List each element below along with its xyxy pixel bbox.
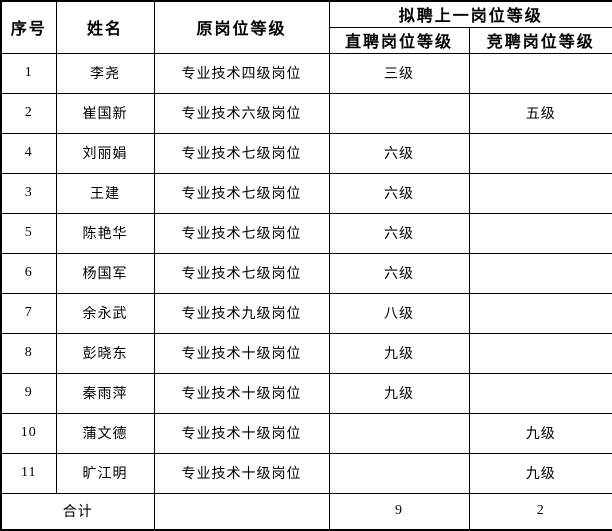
cell-direct-grade: 六级 xyxy=(328,172,470,214)
cell-compete-grade xyxy=(468,252,612,294)
header-row-top: 序号 姓名 原岗位等级 拟聘上一岗位等级 xyxy=(0,0,612,54)
cell-name: 崔国新 xyxy=(55,92,155,134)
cell-seq: 9 xyxy=(0,372,57,414)
cell-compete-grade xyxy=(468,172,612,214)
cell-original-grade: 专业技术十级岗位 xyxy=(153,452,330,494)
cell-direct-grade: 六级 xyxy=(328,132,470,174)
cell-name: 陈艳华 xyxy=(55,212,155,254)
total-row: 合计 9 2 xyxy=(0,492,612,531)
cell-original-grade: 专业技术十级岗位 xyxy=(153,332,330,374)
cell-original-grade: 专业技术四级岗位 xyxy=(153,52,330,94)
total-compete-grade: 2 xyxy=(468,492,612,531)
cell-original-grade: 专业技术九级岗位 xyxy=(153,292,330,334)
cell-direct-grade: 九级 xyxy=(328,332,470,374)
cell-compete-grade xyxy=(468,132,612,174)
total-direct-grade: 9 xyxy=(328,492,470,531)
cell-name: 蒲文德 xyxy=(55,412,155,454)
header-direct-grade: 直聘岗位等级 xyxy=(328,26,470,54)
cell-direct-grade: 六级 xyxy=(328,212,470,254)
cell-direct-grade xyxy=(328,412,470,454)
table-row: 7 余永武 专业技术九级岗位 八级 xyxy=(0,292,612,334)
cell-name: 李尧 xyxy=(55,52,155,94)
cell-compete-grade: 九级 xyxy=(468,412,612,454)
cell-seq: 10 xyxy=(0,412,57,454)
cell-original-grade: 专业技术六级岗位 xyxy=(153,92,330,134)
total-label: 合计 xyxy=(0,492,155,531)
cell-original-grade: 专业技术七级岗位 xyxy=(153,212,330,254)
cell-name: 余永武 xyxy=(55,292,155,334)
cell-direct-grade: 八级 xyxy=(328,292,470,334)
cell-original-grade: 专业技术七级岗位 xyxy=(153,252,330,294)
table-row: 1 李尧 专业技术四级岗位 三级 xyxy=(0,52,612,94)
cell-seq: 11 xyxy=(0,452,57,494)
cell-seq: 3 xyxy=(0,172,57,214)
cell-original-grade: 专业技术十级岗位 xyxy=(153,372,330,414)
cell-seq: 7 xyxy=(0,292,57,334)
header-row-sub: 直聘岗位等级 竞聘岗位等级 xyxy=(1,26,612,54)
cell-compete-grade xyxy=(468,332,612,374)
cell-seq: 4 xyxy=(0,132,57,174)
table-row: 2 崔国新 专业技术六级岗位 五级 xyxy=(0,92,612,134)
cell-seq: 8 xyxy=(0,332,57,374)
cell-name: 彭晓东 xyxy=(55,332,155,374)
header-proposed-group: 拟聘上一岗位等级 xyxy=(328,0,612,28)
table-row: 11 旷江明 专业技术十级岗位 九级 xyxy=(0,452,612,494)
cell-compete-grade: 五级 xyxy=(468,92,612,134)
cell-compete-grade xyxy=(468,52,612,94)
cell-original-grade: 专业技术七级岗位 xyxy=(153,132,330,174)
cell-name: 杨国军 xyxy=(55,252,155,294)
cell-compete-grade: 九级 xyxy=(468,452,612,494)
cell-direct-grade xyxy=(328,92,470,134)
table-row: 4 刘丽娟 专业技术七级岗位 六级 xyxy=(0,132,612,174)
cell-name: 刘丽娟 xyxy=(55,132,155,174)
cell-direct-grade: 六级 xyxy=(328,252,470,294)
total-original-grade xyxy=(153,492,330,531)
header-original-grade: 原岗位等级 xyxy=(153,0,330,54)
cell-original-grade: 专业技术七级岗位 xyxy=(153,172,330,214)
table-row: 8 彭晓东 专业技术十级岗位 九级 xyxy=(0,332,612,374)
cell-seq: 6 xyxy=(0,252,57,294)
cell-original-grade: 专业技术十级岗位 xyxy=(153,412,330,454)
table-row: 6 杨国军 专业技术七级岗位 六级 xyxy=(0,252,612,294)
cell-name: 旷江明 xyxy=(55,452,155,494)
cell-direct-grade: 三级 xyxy=(328,52,470,94)
cell-seq: 2 xyxy=(0,92,57,134)
cell-compete-grade xyxy=(468,212,612,254)
cell-compete-grade xyxy=(468,292,612,334)
header-compete-grade: 竞聘岗位等级 xyxy=(468,26,612,54)
cell-seq: 1 xyxy=(0,52,57,94)
cell-name: 王建 xyxy=(55,172,155,214)
cell-compete-grade xyxy=(468,372,612,414)
table-row: 10 蒲文德 专业技术十级岗位 九级 xyxy=(0,412,612,454)
header-name: 姓名 xyxy=(55,0,155,54)
header-seq: 序号 xyxy=(0,0,57,54)
table-row: 9 秦雨萍 专业技术十级岗位 九级 xyxy=(0,372,612,414)
cell-seq: 5 xyxy=(0,212,57,254)
cell-direct-grade: 九级 xyxy=(328,372,470,414)
cell-name: 秦雨萍 xyxy=(55,372,155,414)
cell-direct-grade xyxy=(328,452,470,494)
table-row: 5 陈艳华 专业技术七级岗位 六级 xyxy=(0,212,612,254)
table-row: 3 王建 专业技术七级岗位 六级 xyxy=(0,172,612,214)
